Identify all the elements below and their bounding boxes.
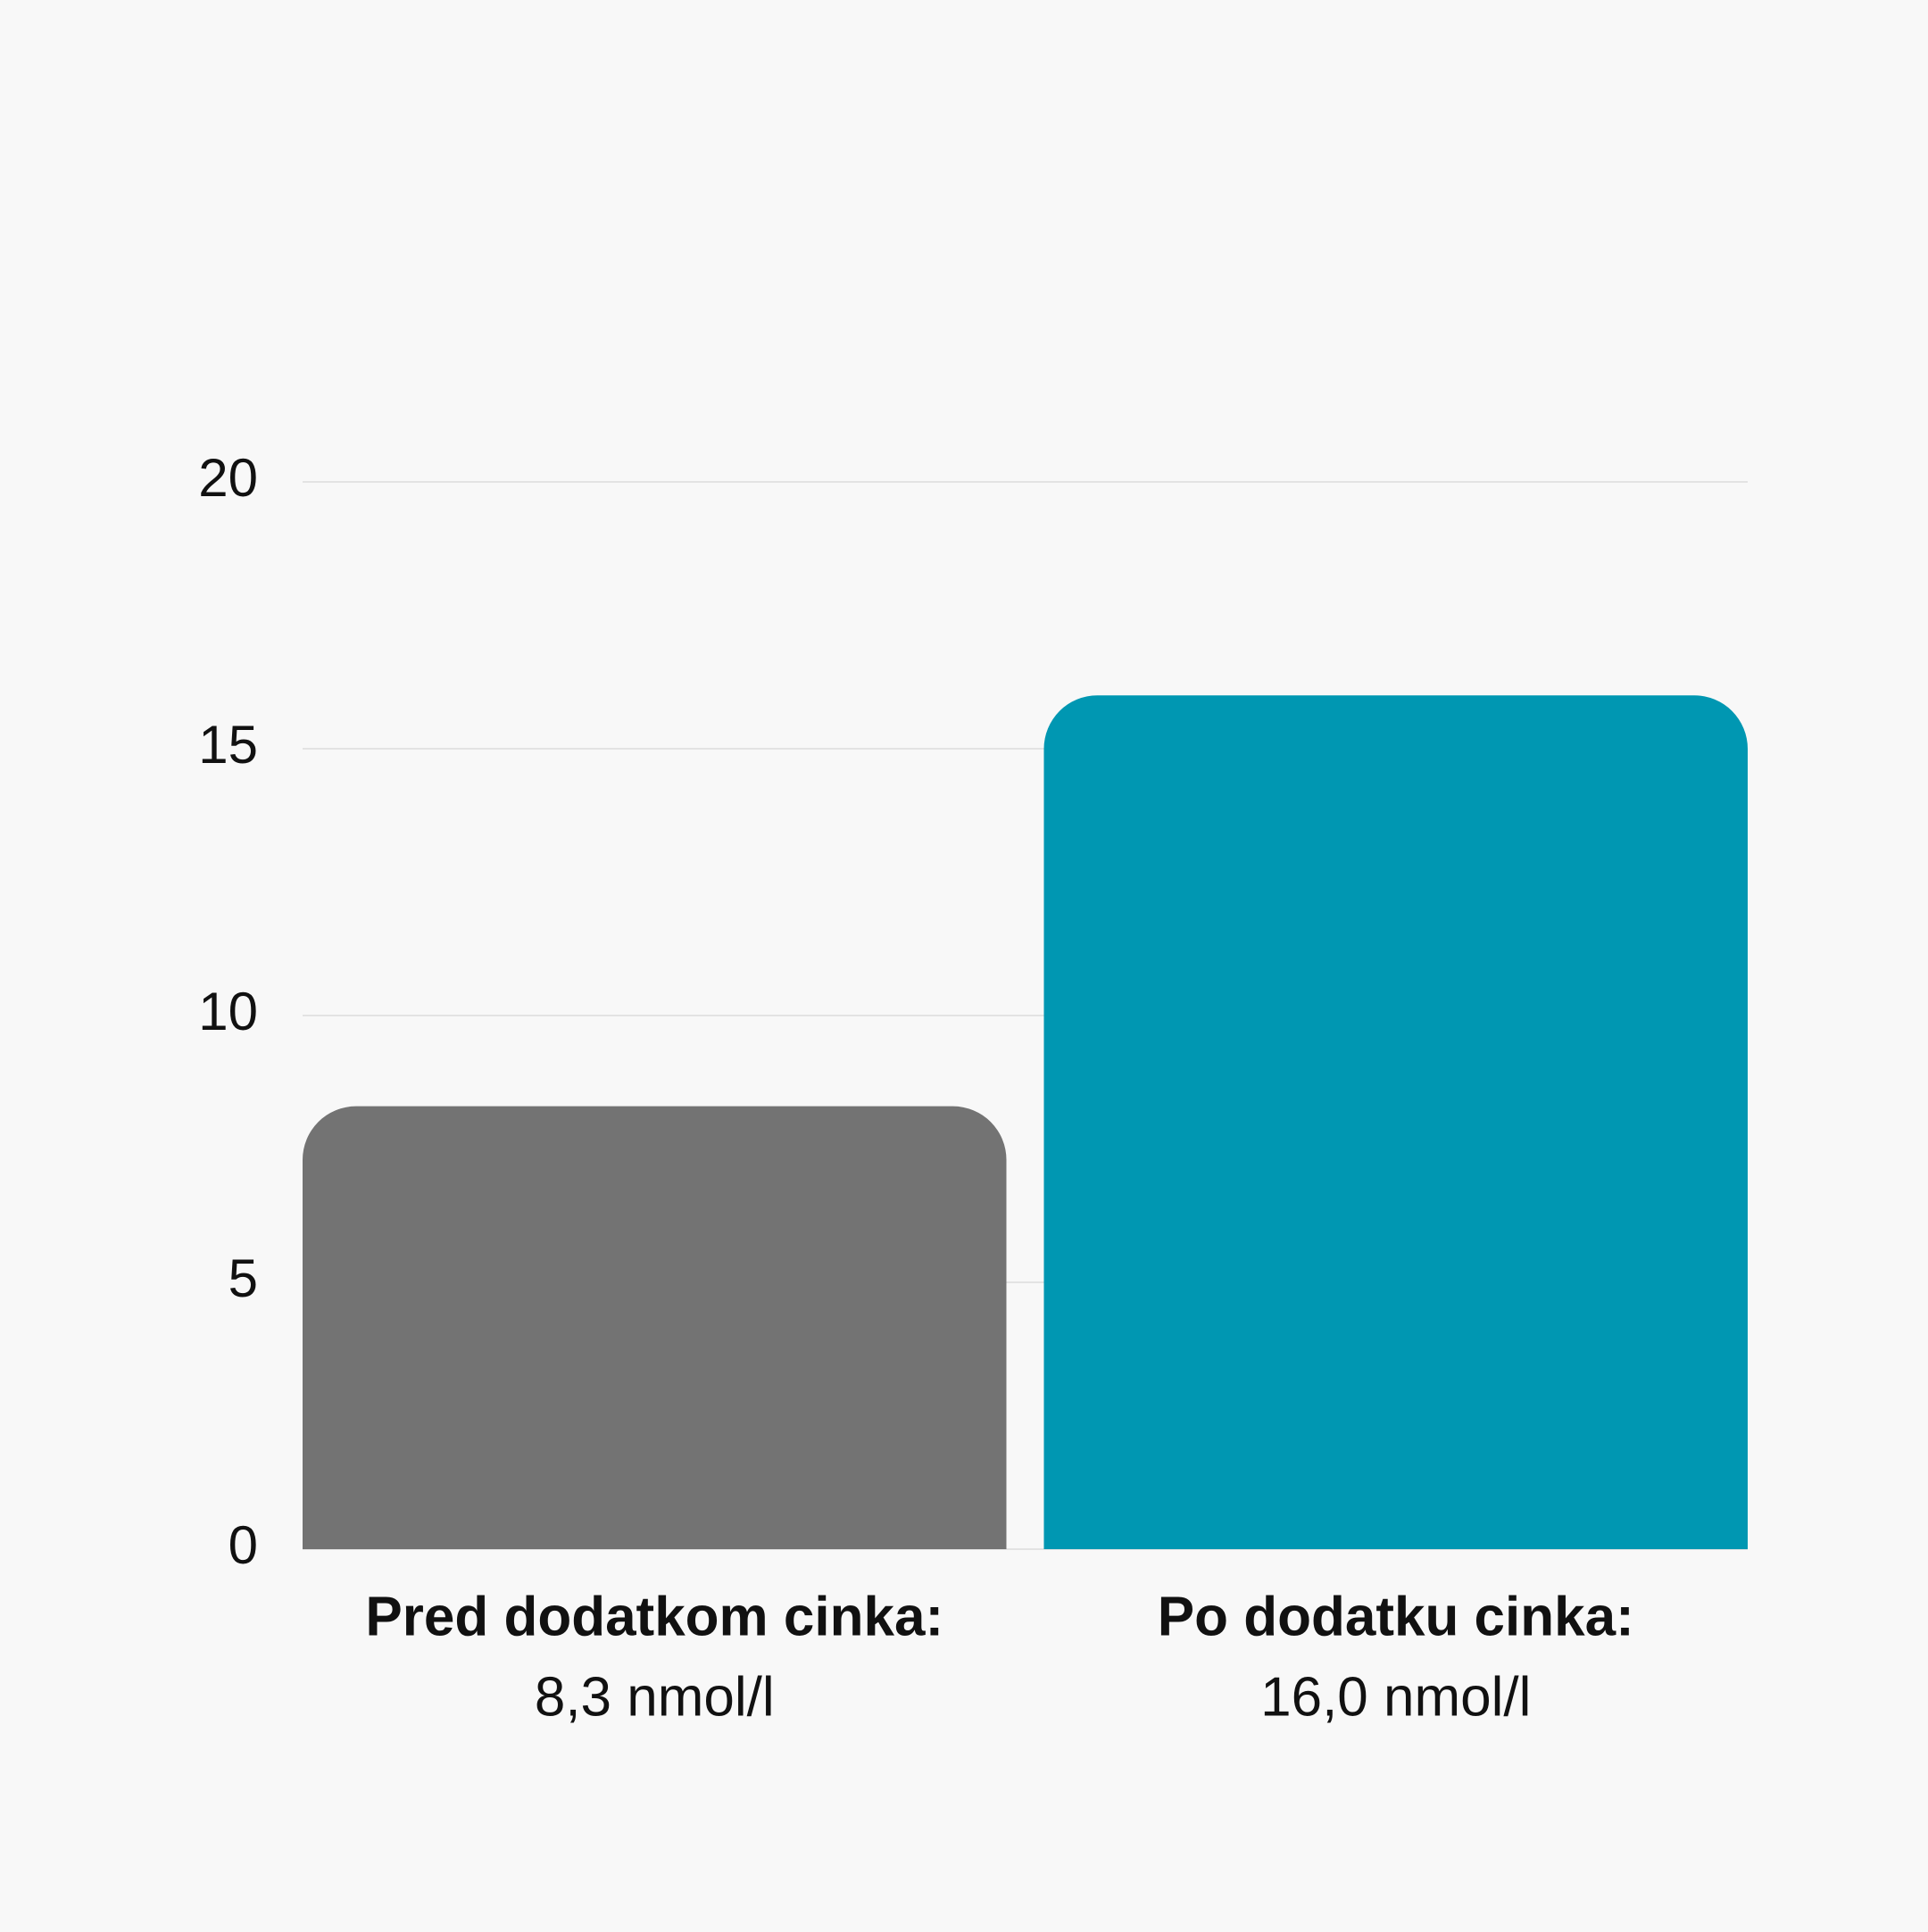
- x-tick-label: Po dodatku cinka:: [1158, 1586, 1634, 1647]
- value-label: 16,0 nmol/l: [1260, 1666, 1531, 1728]
- y-tick-label: 5: [229, 1248, 258, 1308]
- y-tick-label: 20: [198, 448, 258, 508]
- value-label: 8,3 nmol/l: [535, 1666, 775, 1728]
- y-tick-label: 10: [198, 982, 258, 1041]
- bar: [303, 1106, 1007, 1549]
- y-tick-label: 0: [229, 1515, 258, 1575]
- y-tick-label: 15: [198, 715, 258, 775]
- bar: [1043, 695, 1748, 1549]
- x-tick-label: Pred dodatkom cinka:: [365, 1586, 943, 1647]
